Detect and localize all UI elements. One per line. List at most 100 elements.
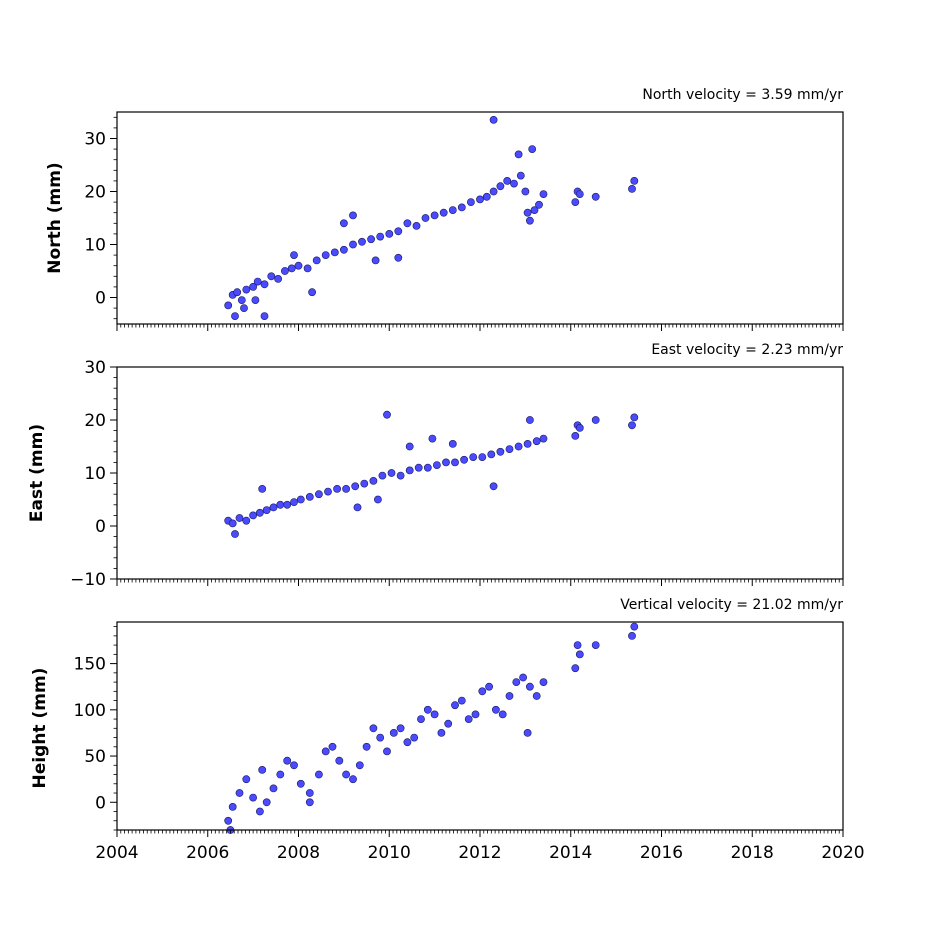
height-data-point bbox=[376, 733, 385, 742]
east-data-point bbox=[262, 506, 271, 514]
north-data-point bbox=[503, 176, 512, 185]
north-data-point bbox=[523, 208, 532, 217]
east-data-point bbox=[231, 530, 239, 538]
north-data-point bbox=[466, 198, 475, 206]
height-data-point bbox=[575, 650, 584, 659]
height-data-point bbox=[389, 729, 398, 737]
north-data-point bbox=[530, 206, 539, 214]
east-y-tick-label: 20 bbox=[84, 411, 106, 431]
height-data-point bbox=[512, 678, 521, 686]
east-data-point bbox=[405, 442, 414, 451]
height-data-point bbox=[437, 729, 446, 737]
east-data-point bbox=[460, 455, 468, 464]
north-data-point bbox=[403, 219, 412, 228]
height-data-point bbox=[451, 701, 459, 710]
height-data-point bbox=[571, 664, 580, 673]
north-y-tick-label: 10 bbox=[84, 236, 106, 256]
height-data-point bbox=[362, 742, 371, 751]
height-data-point bbox=[305, 798, 314, 807]
height-data-point bbox=[444, 719, 453, 728]
north-data-point bbox=[412, 221, 421, 230]
north-data-point bbox=[349, 240, 357, 249]
east-data-point bbox=[496, 447, 505, 456]
height-data-point bbox=[342, 770, 350, 779]
east-data-point bbox=[526, 416, 534, 424]
height-data-point bbox=[335, 756, 344, 765]
height-x-tick-label: 2018 bbox=[731, 843, 774, 863]
north-panel: North velocity = 3.59 mm/yr North (mm) 0… bbox=[45, 87, 844, 331]
north-y-tick-label: 20 bbox=[84, 183, 106, 203]
height-data-point bbox=[355, 761, 364, 770]
east-data-point bbox=[571, 431, 580, 440]
height-data-point bbox=[314, 770, 323, 779]
north-data-point bbox=[630, 176, 639, 185]
north-data-point bbox=[349, 211, 357, 220]
north-data-point bbox=[385, 229, 394, 238]
north-data-point bbox=[274, 274, 282, 283]
east-data-points bbox=[224, 410, 639, 538]
height-data-point bbox=[369, 724, 378, 733]
height-data-point bbox=[403, 738, 412, 747]
height-panel: Vertical velocity = 21.02 mm/yr Height (… bbox=[30, 597, 865, 863]
north-data-point bbox=[260, 312, 269, 320]
north-y-tick-label: 30 bbox=[84, 130, 106, 150]
north-y-tick-label: 0 bbox=[95, 289, 106, 309]
east-data-point bbox=[378, 471, 387, 480]
east-data-point bbox=[258, 484, 267, 493]
height-axis-ticks: 0 50 100 150 2004 2006 2008 2010 2012 2014 2016 201… bbox=[74, 626, 865, 863]
north-plot-frame bbox=[116, 111, 844, 325]
height-data-point bbox=[276, 770, 285, 779]
north-data-point bbox=[308, 288, 316, 297]
north-data-point bbox=[496, 182, 505, 191]
height-data-point bbox=[430, 710, 439, 719]
east-data-point bbox=[487, 450, 496, 459]
height-data-point bbox=[519, 673, 527, 682]
east-data-point bbox=[423, 463, 432, 472]
north-data-point bbox=[489, 187, 498, 196]
east-data-point bbox=[387, 469, 396, 477]
east-data-point bbox=[432, 461, 441, 469]
north-data-point bbox=[280, 267, 289, 275]
north-data-point bbox=[591, 192, 600, 201]
east-data-point bbox=[360, 479, 369, 488]
north-data-point bbox=[521, 187, 530, 196]
north-data-point bbox=[249, 282, 257, 291]
height-data-point bbox=[417, 715, 425, 723]
height-data-point bbox=[491, 705, 500, 714]
north-axis-ticks: 0 10 20 30 bbox=[84, 116, 844, 331]
east-data-point bbox=[630, 413, 639, 422]
height-data-point bbox=[532, 692, 541, 700]
height-data-point bbox=[630, 622, 639, 631]
east-data-point bbox=[324, 487, 332, 496]
north-y-axis-label: North (mm) bbox=[45, 162, 65, 273]
height-data-point bbox=[505, 692, 514, 700]
east-data-point bbox=[228, 519, 237, 528]
east-data-point bbox=[428, 434, 437, 443]
north-data-point bbox=[510, 179, 518, 188]
height-data-point bbox=[471, 710, 480, 719]
east-plot-frame bbox=[116, 366, 844, 580]
north-data-point bbox=[535, 200, 543, 209]
height-data-point bbox=[526, 682, 534, 691]
north-data-points bbox=[224, 116, 639, 320]
height-data-point bbox=[410, 733, 419, 742]
height-y-axis-label: Height (mm) bbox=[30, 668, 50, 789]
east-data-point bbox=[290, 498, 298, 506]
height-x-tick-label: 2016 bbox=[640, 843, 683, 863]
east-y-tick-label: 0 bbox=[95, 517, 106, 537]
height-y-tick-label: 150 bbox=[74, 655, 106, 675]
north-data-point bbox=[394, 253, 403, 262]
north-data-point bbox=[394, 227, 403, 236]
east-data-point bbox=[242, 516, 251, 525]
height-data-point bbox=[349, 775, 357, 784]
north-data-point bbox=[358, 237, 366, 246]
east-data-point bbox=[353, 503, 362, 512]
east-data-point bbox=[505, 445, 514, 453]
east-data-point bbox=[305, 492, 314, 501]
east-data-point bbox=[235, 514, 244, 522]
height-data-point bbox=[457, 696, 466, 705]
height-plot-frame bbox=[116, 621, 844, 831]
north-data-point bbox=[516, 171, 525, 180]
